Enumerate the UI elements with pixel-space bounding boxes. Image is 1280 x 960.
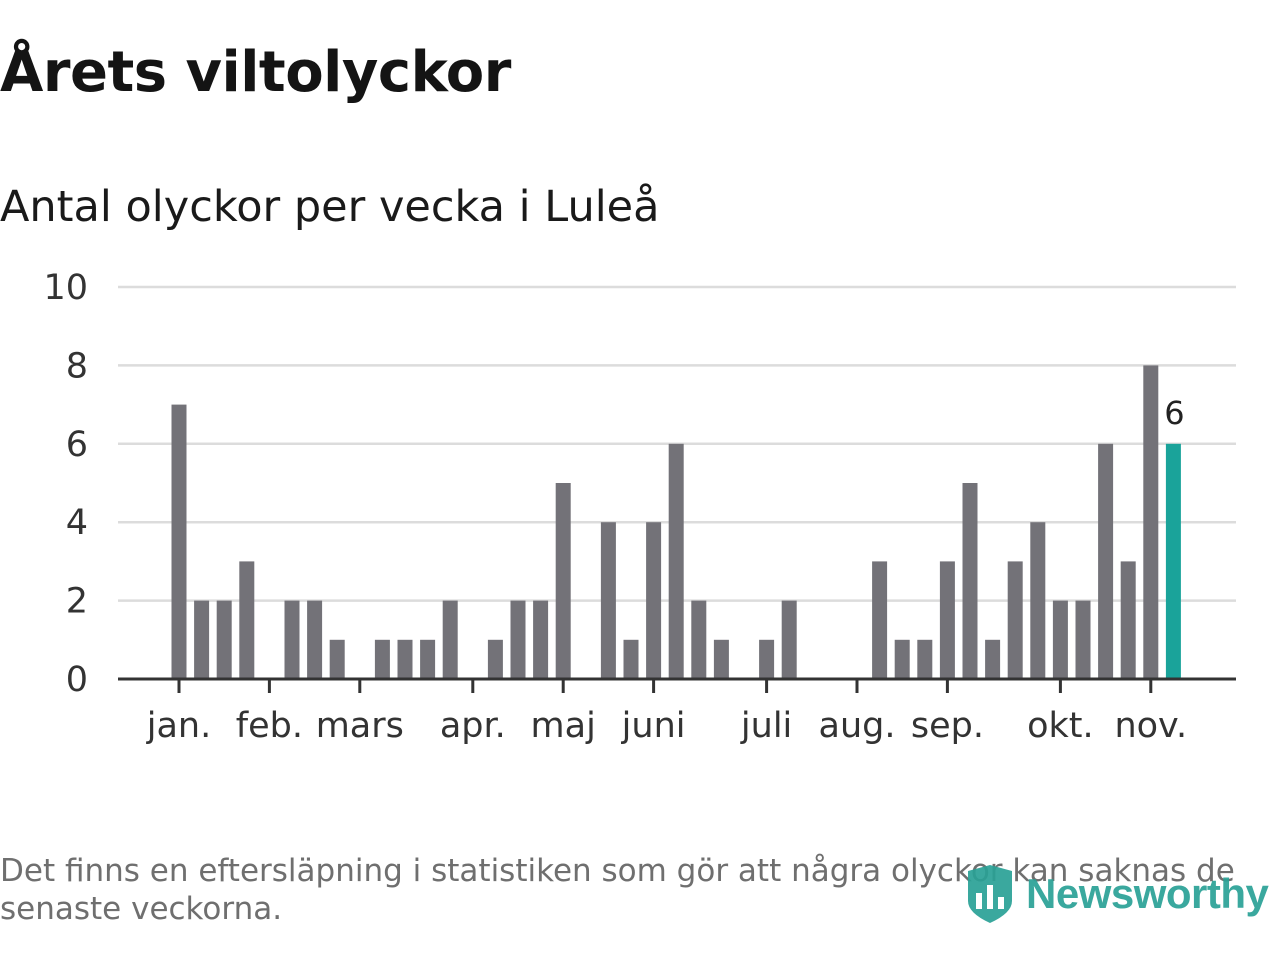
brand-name: Newsworthy [1026,870,1269,917]
bar [623,639,639,679]
y-tick-label: 6 [66,425,88,465]
y-tick-label: 10 [43,268,88,308]
bar [284,600,300,679]
y-tick-label: 8 [66,346,88,386]
bar [442,600,458,679]
bar [171,404,187,679]
footnote: Det finns en eftersläpning i statistiken… [0,853,1235,927]
newsworthy-logo-icon [968,865,1012,923]
x-tick-label: juli [740,706,792,746]
newsworthy-logo: Newsworthy [964,862,1269,926]
bar [1143,365,1159,679]
bar [939,561,955,679]
labels: 0 2 4 6 8 10 6 jan. feb. mars apr. maj juni juli aug. s… [43,268,1187,746]
x-tick-label: mars [316,706,404,746]
x-tick-label: jan. [146,706,211,746]
x-tick-label: apr. [440,706,506,746]
bar [1098,443,1114,679]
x-tick-label: aug. [819,706,896,746]
x-tick-label: feb. [236,706,303,746]
bar [1007,561,1023,679]
data-label: 6 [1164,394,1184,432]
bar [894,639,910,679]
bar [239,561,255,679]
bar [872,561,888,679]
y-tick-label: 2 [66,582,88,622]
y-tick-label: 0 [66,660,88,700]
bar [510,600,526,679]
bar [713,639,729,679]
bar [1030,522,1046,679]
bar [1120,561,1136,679]
bar [917,639,933,679]
bar [668,443,684,679]
x-tick-label: juni [621,706,686,746]
bar [1075,600,1091,679]
bar [1052,600,1068,679]
x-tick-label: maj [531,706,596,746]
chart-subtitle: Antal olyckor per vecka i Luleå [0,182,660,232]
x-tick-label: nov. [1114,706,1187,746]
bar [555,483,571,679]
y-tick-label: 4 [66,503,88,543]
bar [691,600,707,679]
bar [759,639,775,679]
bar [216,600,232,679]
bar [962,483,978,679]
bar [781,600,797,679]
bar [420,639,436,679]
bar [985,639,1001,679]
bars [171,365,1181,679]
chart-title: Årets viltolyckor [0,40,511,105]
bar [487,639,503,679]
bar [374,639,390,679]
bar [600,522,616,679]
bar [329,639,345,679]
bar [646,522,662,679]
x-tick-label: okt. [1027,706,1094,746]
bar-highlight [1165,443,1181,679]
axes [118,677,1236,693]
bar [194,600,210,679]
bar [533,600,549,679]
bar [397,639,413,679]
x-tick-label: sep. [911,706,984,746]
bar [307,600,323,679]
